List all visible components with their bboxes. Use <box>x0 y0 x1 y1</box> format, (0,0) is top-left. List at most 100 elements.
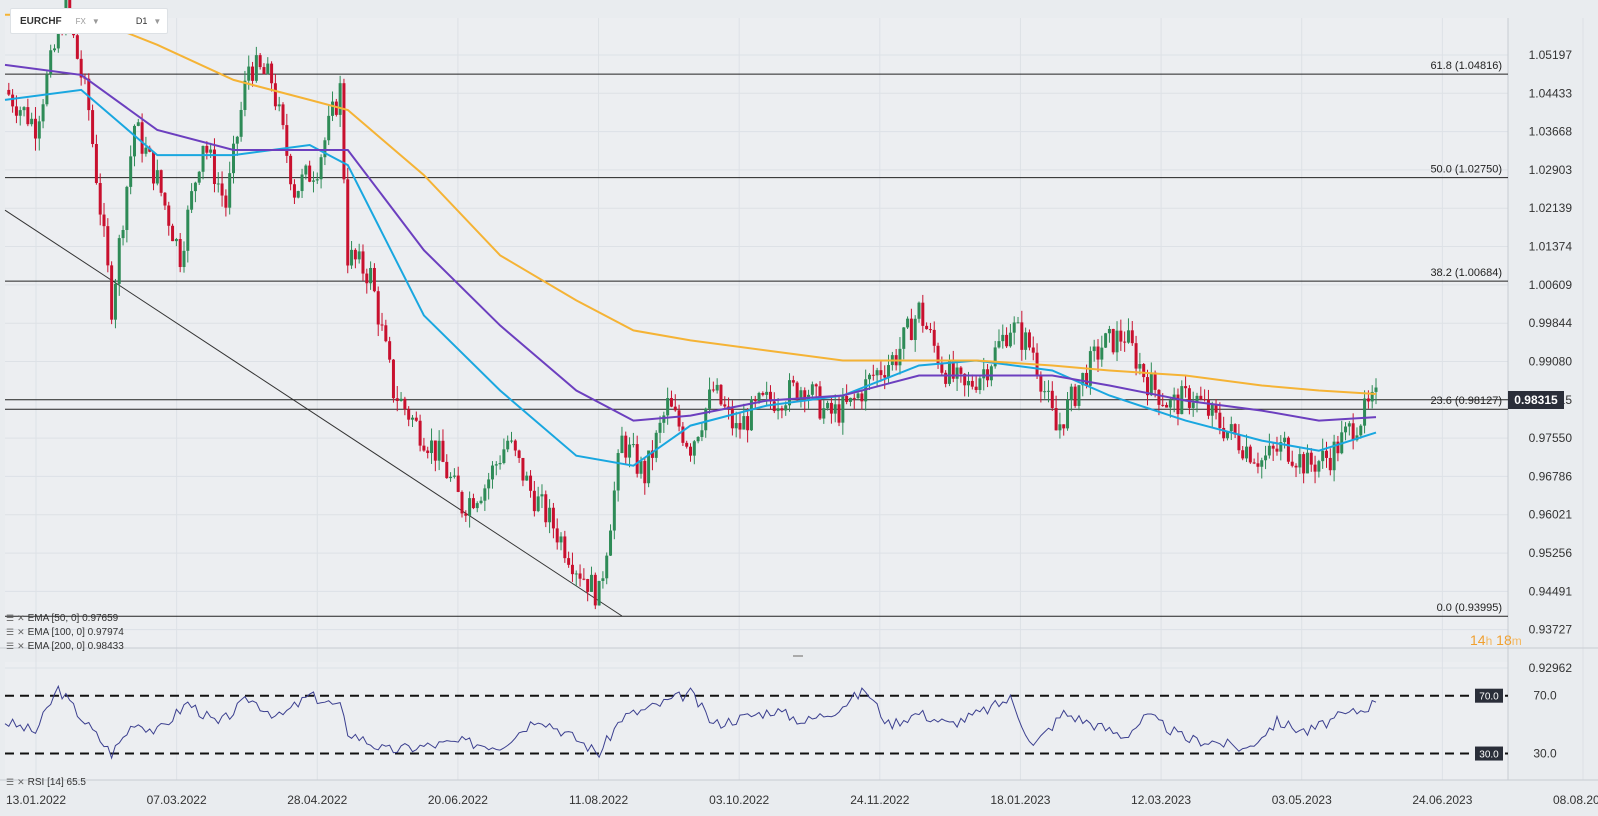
candle-body <box>441 440 445 462</box>
candle-body <box>1149 372 1153 396</box>
candle-body <box>262 67 266 75</box>
candle-body <box>273 83 277 107</box>
candle-body <box>1363 398 1367 426</box>
candle-body <box>1218 412 1222 428</box>
candle-body <box>955 367 959 379</box>
settings-icon[interactable]: ☰ <box>6 613 15 623</box>
candle-body <box>936 345 940 365</box>
candle-body <box>235 136 239 144</box>
candle-body <box>696 436 700 442</box>
settings-icon[interactable]: ☰ <box>6 627 15 637</box>
candle-body <box>251 66 255 81</box>
candle-body <box>14 106 18 116</box>
candle-body <box>1344 426 1348 433</box>
candle-body <box>174 239 178 242</box>
candle-body <box>597 580 601 606</box>
candle-body <box>258 55 262 68</box>
candle-body <box>917 302 921 319</box>
rsi-y-tick-label: 30.0 <box>1533 747 1557 761</box>
candle-body <box>1317 461 1321 472</box>
y-tick-label: 0.93727 <box>1529 623 1573 637</box>
candle-body <box>106 226 110 266</box>
candle-body <box>1016 322 1020 324</box>
candle-body <box>1245 446 1249 459</box>
symbol-toolbar[interactable]: EURCHF FX ▼ D1 ▼ <box>10 8 168 34</box>
candle-body <box>700 430 704 437</box>
candle-body <box>1176 394 1180 415</box>
timeframe-label[interactable]: D1 <box>135 16 148 26</box>
candle-body <box>460 491 464 514</box>
candle-body <box>673 406 677 411</box>
close-icon[interactable]: ✕ <box>17 641 25 651</box>
candle-body <box>799 390 803 401</box>
candle-body <box>1366 398 1370 402</box>
y-tick-label: 1.01374 <box>1529 240 1573 254</box>
candle-body <box>639 460 643 474</box>
legend-ema50[interactable]: ☰ ✕ EMA [50, 0] 0.97659 <box>6 613 118 624</box>
settings-icon[interactable]: ☰ <box>6 777 15 787</box>
fib-level-label: 0.0 (0.93995) <box>1437 602 1502 614</box>
timeframe-chevron-down-icon[interactable]: ▼ <box>153 16 162 26</box>
candle-body <box>898 348 902 366</box>
candle-body <box>1134 343 1138 369</box>
candle-body <box>1111 328 1115 353</box>
candle-body <box>1241 450 1245 459</box>
settings-icon[interactable]: ☰ <box>6 641 15 651</box>
candle-body <box>1001 334 1005 342</box>
legend-ema100[interactable]: ☰ ✕ EMA [100, 0] 0.97974 <box>6 627 124 638</box>
candle-body <box>1275 448 1279 452</box>
candle-body <box>776 408 780 412</box>
candle-body <box>1199 395 1203 400</box>
legend-ema200[interactable]: ☰ ✕ EMA [200, 0] 0.98433 <box>6 641 124 652</box>
candle-body <box>1043 391 1047 393</box>
countdown-hours-unit: h <box>1485 634 1493 648</box>
candle-body <box>578 573 582 579</box>
candle-body <box>506 440 510 450</box>
candle-body <box>167 205 171 226</box>
candle-body <box>1123 341 1127 343</box>
candle-body <box>232 143 235 174</box>
candle-body <box>959 367 963 374</box>
candle-body <box>1305 452 1309 474</box>
candle-body <box>574 573 578 575</box>
candle-body <box>7 89 11 95</box>
candle-body <box>163 192 167 206</box>
legend-rsi[interactable]: ☰ ✕ RSI [14] 65.5 <box>6 777 86 788</box>
candle-body <box>502 449 506 464</box>
candle-body <box>734 423 738 429</box>
x-tick-label: 11.08.2022 <box>569 793 628 807</box>
candle-body <box>1157 389 1161 405</box>
candle-body <box>1225 431 1229 439</box>
candle-body <box>407 409 411 420</box>
candle-body <box>129 156 133 187</box>
candle-body <box>331 101 335 116</box>
candle-body <box>22 107 26 111</box>
symbol-label[interactable]: EURCHF <box>20 15 62 27</box>
candle-body <box>372 267 376 292</box>
candle-body <box>997 341 1001 348</box>
candle-body <box>551 507 555 529</box>
market-chevron-down-icon[interactable]: ▼ <box>91 16 100 26</box>
candle-body <box>266 63 270 75</box>
candle-body <box>117 238 121 284</box>
close-icon[interactable]: ✕ <box>17 777 25 787</box>
y-tick-label: 0.94491 <box>1529 584 1573 598</box>
candle-body <box>555 528 559 543</box>
candle-body <box>974 386 978 390</box>
candle-body <box>548 507 552 523</box>
candle-body <box>517 450 521 458</box>
rsi-y-tick-label: 70.0 <box>1533 689 1557 703</box>
candle-body <box>1260 460 1264 467</box>
candle-body <box>1126 330 1130 343</box>
candle-body <box>1153 372 1157 390</box>
candle-body <box>338 83 342 115</box>
candle-body <box>951 359 955 379</box>
candle-body <box>311 180 315 182</box>
close-icon[interactable]: ✕ <box>17 627 25 637</box>
candle-body <box>1195 395 1199 403</box>
candle-body <box>102 214 106 227</box>
close-icon[interactable]: ✕ <box>17 613 25 623</box>
candle-body <box>624 435 628 458</box>
candle-body <box>563 536 567 559</box>
